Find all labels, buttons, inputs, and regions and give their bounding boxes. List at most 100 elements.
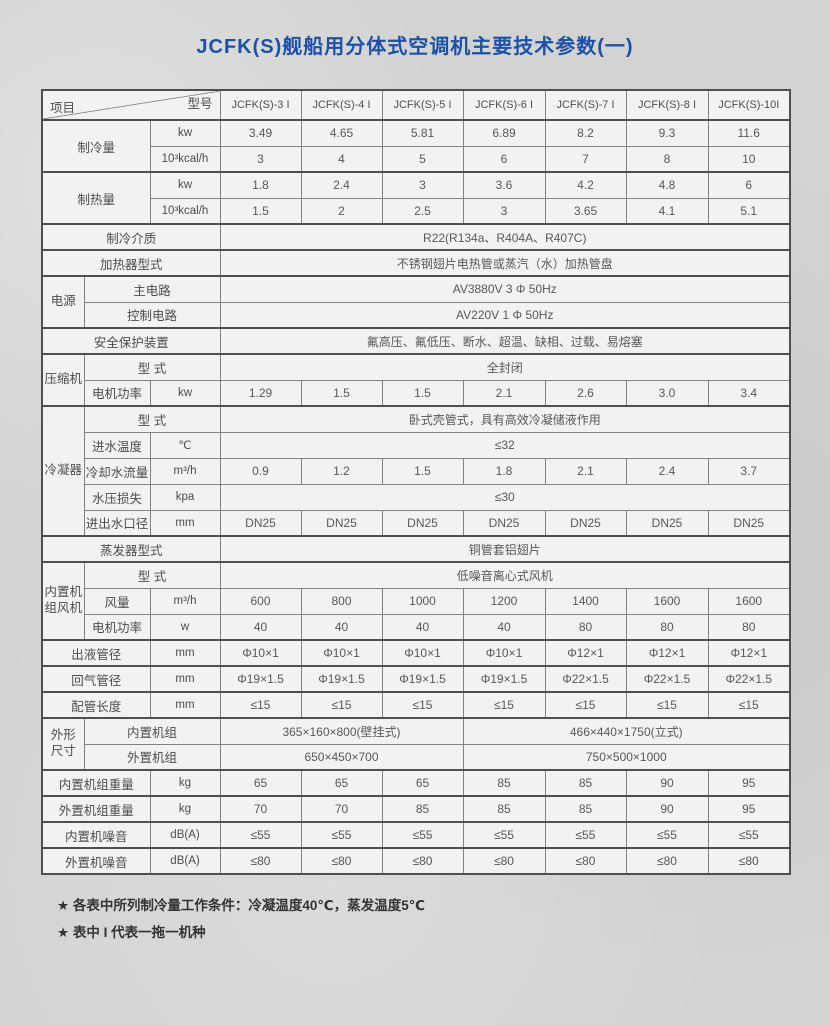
value-cell: 95 [707, 795, 791, 823]
value-cell: Φ19×1.5 [462, 665, 546, 693]
value-cell: 800 [300, 587, 383, 615]
value-cell: 6 [462, 145, 546, 173]
value-cell: 3.4 [707, 379, 791, 407]
unit-cell: kg [149, 769, 221, 797]
value-cell: ≤15 [381, 691, 464, 719]
table-row: 风量 m³/h 600 800 1000 1200 1400 1600 1600 [42, 587, 791, 615]
value-cell: 40 [462, 613, 546, 641]
label-cell: 电机功率 [83, 379, 151, 407]
value-cell: 4.65 [300, 119, 383, 147]
table-row: 内置机噪音 dB(A) ≤55 ≤55 ≤55 ≤55 ≤55 ≤55 ≤55 [41, 821, 791, 849]
model-header-cell: JCFK(S)-3 I [219, 89, 302, 121]
table-row: 电源 主电路 AV3880V 3 Φ 50Hz [41, 275, 791, 329]
value-cell: 1.8 [462, 457, 546, 485]
table-row: 10³kcal/h 1.5 2 2.5 3 3.65 4.1 5.1 [42, 197, 791, 225]
table-row: 电机功率 w 40 40 40 40 80 80 80 [42, 613, 791, 641]
value-cell: 8 [625, 145, 709, 173]
value-cell: 5.1 [707, 197, 791, 225]
footnote-conditions: ★ 各表中所列制冷量工作条件：冷凝温度40℃，蒸发温度5℃ [57, 898, 426, 913]
value-cell: ≤55 [544, 821, 627, 849]
value-cell: 2.1 [462, 379, 546, 407]
table-row: 压缩机型 式全封闭 [41, 353, 791, 407]
value-cell: 80 [544, 613, 627, 641]
unit-cell: mm [149, 691, 221, 719]
corner-label-model: 型号 [187, 97, 213, 111]
value-cell: ≤80 [462, 847, 546, 875]
value-cell: ≤80 [381, 847, 464, 875]
unit-cell: mm [149, 665, 221, 693]
unit-cell: m³/h [149, 457, 221, 485]
value-cell: 85 [462, 769, 546, 797]
unit-cell: 10³kcal/h [149, 197, 221, 225]
value-cell: 65 [381, 769, 464, 797]
value-cell: 卧式壳管式，具有高效冷凝储液作用 [219, 405, 791, 433]
value-cell: 1.5 [300, 379, 383, 407]
table-row: 配管长度 mm ≤15 ≤15 ≤15 ≤15 ≤15 ≤15 ≤15 [41, 691, 791, 719]
table-row: 制热量 kw 1.8 2.4 3 3.6 4.2 4.8 6 [41, 171, 791, 225]
group-cell: 外形 尺寸 [41, 717, 85, 771]
value-cell: 全封闭 [219, 353, 791, 381]
value-cell: 65 [219, 769, 302, 797]
value-cell: 1000 [381, 587, 464, 615]
value-cell: 2.4 [300, 171, 383, 199]
corner-cell: 型号 项目 [41, 89, 221, 121]
label-cell: 控制电路 [83, 301, 221, 329]
table-row: 控制电路 AV220V 1 Φ 50Hz [42, 301, 791, 329]
value-cell: 40 [219, 613, 302, 641]
unit-cell: kpa [149, 483, 221, 511]
value-cell: 2.4 [625, 457, 709, 485]
label-cell: 内置机噪音 [41, 821, 151, 849]
value-cell: DN25 [381, 509, 464, 537]
diagonal-divider [43, 91, 219, 119]
value-cell: Φ19×1.5 [219, 665, 302, 693]
value-cell: 6 [707, 171, 791, 199]
value-cell: Φ12×1 [544, 639, 627, 667]
footnotes: ★ 各表中所列制冷量工作条件：冷凝温度40℃，蒸发温度5℃ ★ 表中 I 代表一… [57, 892, 830, 946]
value-cell: 65 [300, 769, 383, 797]
table-row: 外形 尺寸 内置机组 365×160×800(壁挂式) 466×440×1750(立式… [41, 717, 791, 771]
value-cell: ≤15 [300, 691, 383, 719]
value-cell: 70 [219, 795, 302, 823]
table-row: 外置机组 650×450×700 750×500×1000 [42, 743, 791, 771]
unit-cell: w [149, 613, 221, 641]
unit-cell: kg [149, 795, 221, 823]
value-cell: 365×160×800(壁挂式) [219, 717, 464, 745]
value-cell: DN25 [462, 509, 546, 537]
value-cell: 90 [625, 769, 709, 797]
table-row: 蒸发器型式 铜管套铝翅片 [41, 535, 791, 563]
value-cell: ≤55 [381, 821, 464, 849]
label-cell: 水压损失 [83, 483, 151, 511]
value-cell: Φ22×1.5 [707, 665, 791, 693]
table-row: 进出水口径 mm DN25 DN25 DN25 DN25 DN25 DN25 DN25 [42, 509, 791, 537]
value-cell: 1.2 [300, 457, 383, 485]
label-cell: 风量 [83, 587, 151, 615]
value-cell: 1.5 [381, 379, 464, 407]
value-cell: 90 [625, 795, 709, 823]
model-header-cell: JCFK(S)-4 I [300, 89, 383, 121]
label-cell: 配管长度 [41, 691, 151, 719]
value-cell: 2.1 [544, 457, 627, 485]
table-row: 水压损失 kpa ≤30 [42, 483, 791, 511]
model-header-cell: JCFK(S)-7 I [544, 89, 627, 121]
corner-label-item: 项目 [50, 101, 76, 115]
spec-table-body: 制冷量 kw 3.49 4.65 5.81 6.89 8.2 9.3 11.6 10³kcal/h… [41, 119, 791, 875]
value-cell: 11.6 [707, 119, 791, 147]
value-cell: DN25 [219, 509, 302, 537]
value-cell: 3 [462, 197, 546, 225]
value-cell: ≤32 [219, 431, 791, 459]
value-cell: ≤80 [625, 847, 709, 875]
model-header-cell: JCFK(S)-6 I [462, 89, 546, 121]
value-cell: 8.2 [544, 119, 627, 147]
value-cell: 85 [381, 795, 464, 823]
value-cell: 不锈钢翅片电热管或蒸汽（水）加热管盘 [219, 249, 791, 277]
value-cell: ≤15 [707, 691, 791, 719]
model-header-cell: JCFK(S)-8 I [625, 89, 709, 121]
unit-cell: mm [149, 509, 221, 537]
value-cell: ≤15 [462, 691, 546, 719]
value-cell: Φ10×1 [462, 639, 546, 667]
table-row: 制冷量 kw 3.49 4.65 5.81 6.89 8.2 9.3 11.6 [41, 119, 791, 173]
value-cell: DN25 [300, 509, 383, 537]
value-cell: 1.8 [219, 171, 302, 199]
value-cell: 1.5 [219, 197, 302, 225]
